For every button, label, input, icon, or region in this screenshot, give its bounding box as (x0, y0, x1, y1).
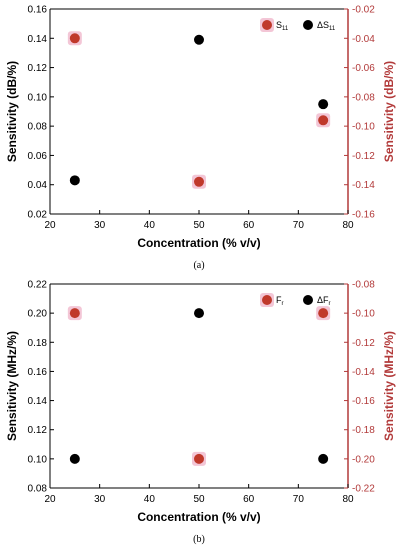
legend: Fr ΔFr (260, 293, 331, 307)
x-tick-label: 70 (293, 494, 305, 505)
y-tick-label: 0.22 (28, 280, 48, 291)
y-tick-label: 0.02 (28, 210, 48, 221)
data-point-ΔFr (318, 453, 329, 464)
legend: S11 ΔS11 (260, 18, 336, 32)
y-tick-label: 0.16 (28, 5, 48, 16)
y2-axis-label: Sensitivity (MHz/%) (382, 331, 396, 441)
y-tick-label: 0.20 (28, 309, 48, 320)
data-point-Fr (194, 453, 204, 464)
legend-label: S11 (276, 20, 289, 32)
x-tick-label: 20 (44, 494, 56, 505)
y2-tick-label: -0.12 (352, 338, 375, 349)
data-point-Fr (69, 308, 80, 319)
y2-tick-label: -0.02 (352, 5, 375, 16)
data-point-S11 (318, 115, 329, 126)
x-tick-label: 30 (94, 494, 106, 505)
y-tick-label: 0.08 (28, 484, 48, 495)
y-tick-label: 0.12 (28, 425, 48, 436)
legend-label: ΔFr (317, 295, 331, 307)
y2-tick-label: -0.10 (352, 309, 375, 320)
y2-tick-label: -0.14 (352, 367, 375, 378)
legend-label: Fr (276, 295, 284, 307)
legend-marker (262, 295, 272, 305)
y-tick-label: 0.10 (28, 92, 48, 103)
data-point-Fr (318, 308, 329, 319)
y-tick-label: 0.12 (28, 63, 48, 74)
y2-tick-label: -0.14 (352, 180, 375, 191)
data-point-ΔFr (69, 453, 80, 464)
y2-tick-label: -0.08 (352, 92, 375, 103)
y-tick-label: 0.10 (28, 454, 48, 465)
x-tick-label: 60 (243, 220, 255, 231)
x-tick-label: 70 (293, 220, 305, 231)
y-tick-label: 0.04 (28, 180, 48, 191)
legend-label: ΔS11 (317, 20, 336, 32)
x-tick-label: 40 (144, 220, 156, 231)
data-point-S11 (194, 176, 204, 187)
x-axis-label: Concentration (% v/v) (137, 236, 260, 250)
legend-marker (303, 295, 313, 305)
data-point-S11 (69, 33, 80, 44)
data-point-ΔFr (194, 308, 204, 319)
panel-caption: (a) (193, 260, 204, 271)
data-point-ΔS11 (318, 99, 329, 110)
y-axis-label: Sensitivity (dB/%) (5, 61, 19, 162)
y-tick-label: 0.08 (28, 122, 48, 133)
x-tick-label: 80 (342, 494, 354, 505)
y-tick-label: 0.14 (28, 34, 48, 45)
y2-tick-label: -0.22 (352, 484, 375, 495)
y-tick-label: 0.06 (28, 151, 48, 162)
data-point-ΔS11 (69, 175, 80, 186)
x-axis-label: Concentration (% v/v) (137, 510, 260, 524)
y2-tick-label: -0.16 (352, 210, 375, 221)
x-tick-label: 20 (44, 220, 56, 231)
x-tick-label: 60 (243, 494, 255, 505)
legend-marker (262, 20, 272, 30)
x-tick-label: 50 (193, 494, 205, 505)
panel-caption: (b) (193, 534, 205, 545)
x-tick-label: 80 (342, 220, 354, 231)
y2-tick-label: -0.06 (352, 63, 375, 74)
chart-panel-a: 20 30 40 50 60 70 80 0.02 0.04 0.06 0.08 0.10 0.12 0.… (5, 5, 396, 272)
x-tick-label: 40 (144, 494, 156, 505)
y2-tick-label: -0.20 (352, 454, 375, 465)
chart-panel-b: 20 30 40 50 60 70 80 0.08 0.10 0.12 0.14 0.16 0.18 0.… (5, 280, 396, 546)
x-tick-label: 50 (193, 220, 205, 231)
y2-tick-label: -0.10 (352, 122, 375, 133)
legend-marker (303, 20, 313, 30)
y-axis-label: Sensitivity (MHz/%) (5, 331, 19, 441)
y2-tick-label: -0.18 (352, 425, 375, 436)
y2-tick-label: -0.04 (352, 34, 375, 45)
y-tick-label: 0.16 (28, 367, 48, 378)
y2-tick-label: -0.16 (352, 396, 375, 407)
y2-tick-label: -0.08 (352, 280, 375, 291)
data-point-ΔS11 (194, 34, 204, 45)
y-tick-label: 0.18 (28, 338, 48, 349)
x-tick-label: 30 (94, 220, 106, 231)
y2-axis-label: Sensitivity (dB/%) (382, 61, 396, 162)
y2-tick-label: -0.12 (352, 151, 375, 162)
y-tick-label: 0.14 (28, 396, 48, 407)
